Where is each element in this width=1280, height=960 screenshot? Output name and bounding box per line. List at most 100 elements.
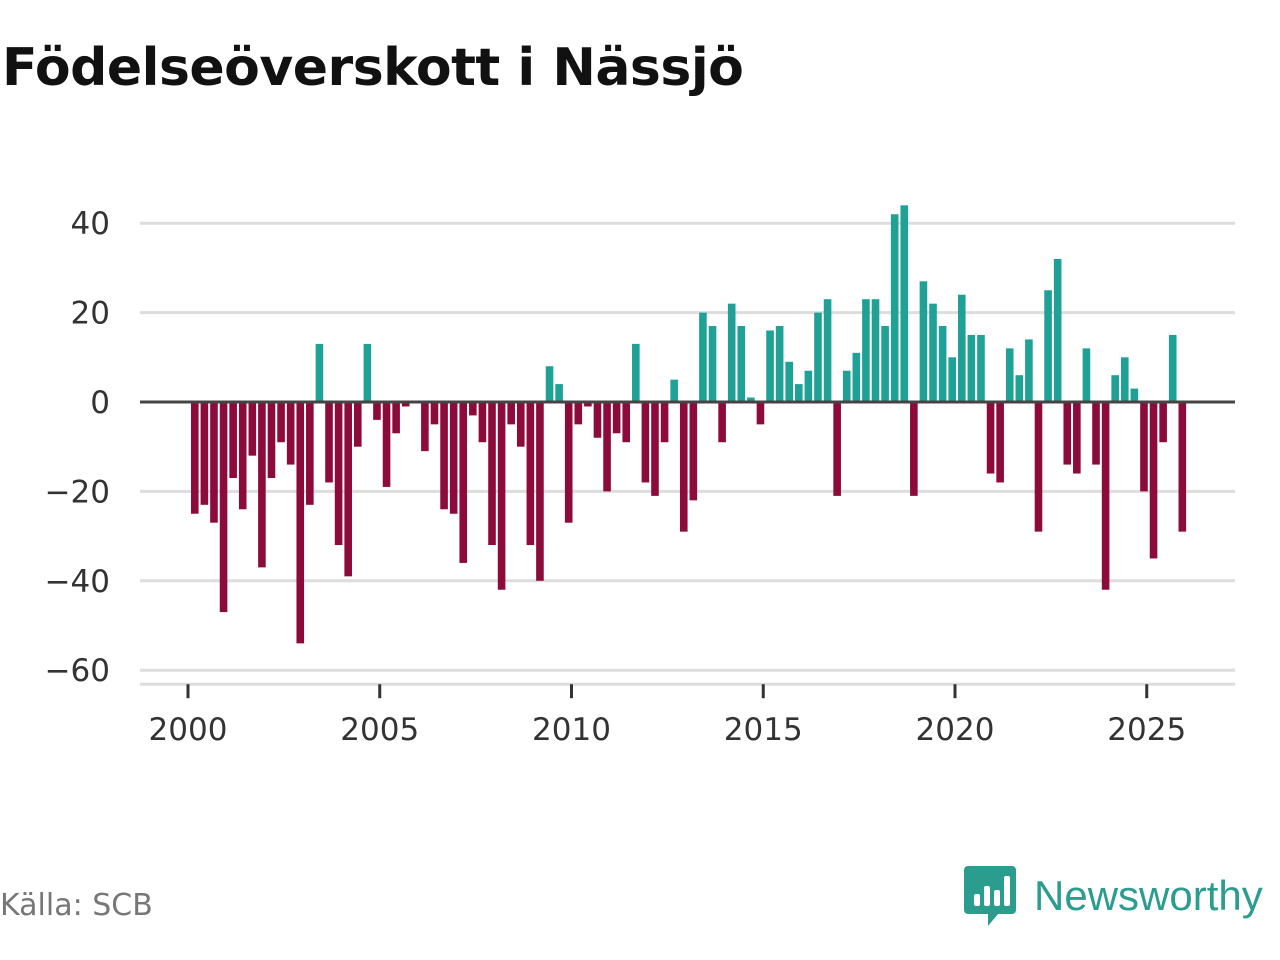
bar (660, 402, 669, 443)
x-tick-label: 2025 (1107, 712, 1186, 748)
bar (814, 312, 822, 402)
bar (929, 303, 937, 402)
bar (1034, 402, 1043, 532)
brand-logo[interactable]: Newsworthy (964, 866, 1263, 926)
bar (1120, 357, 1129, 402)
bar (603, 402, 611, 492)
bar (890, 214, 899, 402)
bar (871, 299, 880, 402)
bar (421, 402, 429, 452)
bar (1025, 339, 1033, 402)
bar (785, 361, 794, 402)
x-tick-label: 2020 (916, 712, 995, 748)
bar (1111, 375, 1119, 402)
bar (536, 402, 544, 581)
bars (190, 205, 1187, 644)
bar (957, 294, 966, 402)
bar (382, 402, 391, 487)
bar (938, 326, 947, 402)
bar (919, 281, 928, 402)
bar (392, 402, 400, 434)
bar (248, 402, 257, 456)
bar (277, 402, 285, 443)
bar (507, 402, 515, 425)
bar (842, 370, 851, 402)
bar (622, 402, 631, 443)
bar (1149, 402, 1158, 559)
bar (1101, 402, 1110, 590)
bar (756, 402, 765, 425)
bar (612, 402, 621, 434)
bar (430, 402, 439, 425)
bar (1130, 388, 1139, 402)
bar (977, 334, 985, 402)
bar (651, 402, 659, 496)
bar (1168, 334, 1177, 402)
bar (1178, 402, 1187, 532)
chart-title: Födelseöverskott i Nässjö (2, 38, 744, 98)
bar (641, 402, 650, 483)
bar (727, 303, 736, 402)
y-tick-label: −20 (45, 474, 110, 510)
bar (1063, 402, 1072, 465)
bar (488, 402, 496, 546)
bar (229, 402, 237, 478)
x-tick-label: 2010 (532, 712, 611, 748)
bar (334, 402, 343, 546)
bar (555, 384, 563, 402)
bar-chart-speech-icon (964, 866, 1016, 926)
y-tick-label: 40 (71, 206, 110, 242)
bar (1073, 402, 1081, 474)
bar (775, 326, 784, 402)
bar (670, 379, 678, 402)
bar (632, 343, 640, 402)
bar (718, 402, 726, 443)
bar (459, 402, 468, 563)
x-tick-label: 2000 (149, 712, 228, 748)
bar (1053, 258, 1062, 402)
bar (315, 343, 324, 402)
bar (497, 402, 506, 590)
bar (679, 402, 688, 532)
bar (1092, 402, 1100, 465)
source-label: Källa: SCB (0, 888, 153, 923)
bar (1159, 402, 1167, 443)
bar (1140, 402, 1148, 492)
y-tick-label: 20 (71, 296, 110, 332)
bar (469, 402, 477, 416)
bar (190, 402, 199, 514)
bar (564, 402, 573, 523)
bar (258, 402, 266, 568)
bar (344, 402, 352, 577)
y-tick-label: 0 (90, 385, 110, 421)
x-tick-label: 2015 (724, 712, 803, 748)
bar (1082, 348, 1091, 402)
bar (862, 299, 870, 402)
bar (478, 402, 487, 443)
bar (986, 402, 995, 474)
bar (353, 402, 362, 447)
bar (516, 402, 525, 447)
bar (881, 326, 889, 402)
bar (363, 343, 372, 402)
bar (325, 402, 333, 483)
brand-name: Newsworthy (1034, 872, 1263, 919)
y-tick-label: −40 (45, 564, 110, 600)
bar (200, 402, 209, 505)
bar (823, 299, 832, 402)
bar (306, 402, 314, 505)
bar (574, 402, 583, 425)
bar (900, 205, 909, 402)
bar (219, 402, 228, 613)
bar (401, 402, 410, 407)
bar (210, 402, 218, 523)
bar (699, 312, 707, 402)
bar (296, 402, 305, 644)
bar (1005, 348, 1014, 402)
bar (584, 402, 592, 407)
y-tick-label: −60 (45, 653, 110, 689)
bar (593, 402, 602, 438)
bar (267, 402, 276, 478)
bar (795, 384, 803, 402)
